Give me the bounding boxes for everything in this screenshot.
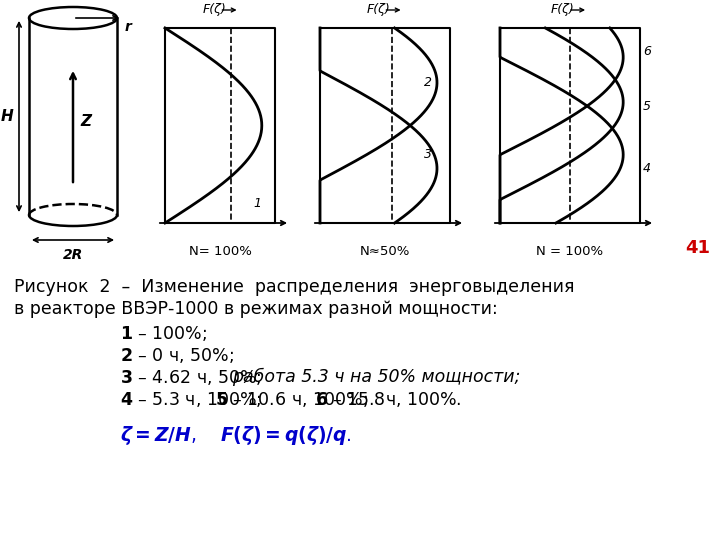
Text: 6: 6: [643, 45, 651, 58]
Text: $\mathbf{5}$ – 10.6 ч, 100%;: $\mathbf{5}$ – 10.6 ч, 100%;: [215, 390, 370, 409]
Text: $\mathbf{2}$ – 0 ч, 50%;: $\mathbf{2}$ – 0 ч, 50%;: [120, 346, 234, 365]
Text: работа 5.3 ч на 50% мощности;: работа 5.3 ч на 50% мощности;: [232, 368, 521, 386]
Text: $\boldsymbol{\zeta = Z/H,}$: $\boldsymbol{\zeta = Z/H,}$: [120, 424, 197, 447]
Text: $\mathbf{3}$ – 4.62 ч, 50%;: $\mathbf{3}$ – 4.62 ч, 50%;: [120, 368, 264, 387]
Text: 41: 41: [685, 239, 710, 257]
Text: N= 100%: N= 100%: [189, 245, 251, 258]
Text: N≈50%: N≈50%: [360, 245, 410, 258]
Text: N = 100%: N = 100%: [536, 245, 603, 258]
Text: Рисунок  2  –  Изменение  распределения  энерговыделения: Рисунок 2 – Изменение распределения энер…: [14, 278, 575, 296]
Text: 1: 1: [253, 197, 261, 210]
Text: 2R: 2R: [63, 248, 83, 262]
Text: Z: Z: [80, 114, 91, 129]
Text: $\mathbf{6}$ – 15.8ч, 100%.: $\mathbf{6}$ – 15.8ч, 100%.: [315, 390, 462, 409]
Text: F(ζ): F(ζ): [202, 3, 226, 17]
Text: 4: 4: [643, 162, 651, 175]
Text: 5: 5: [643, 99, 651, 112]
Text: r: r: [125, 20, 132, 34]
Text: $\mathbf{1}$ – 100%;: $\mathbf{1}$ – 100%;: [120, 324, 207, 343]
Text: 2: 2: [424, 76, 432, 89]
Text: F(ζ): F(ζ): [551, 3, 575, 17]
Text: 3: 3: [424, 148, 432, 161]
Text: H: H: [0, 109, 13, 124]
Text: $\mathbf{4}$ – 5.3 ч, 100%;: $\mathbf{4}$ – 5.3 ч, 100%;: [120, 390, 264, 409]
Text: F(ζ): F(ζ): [366, 3, 390, 17]
Text: $\boldsymbol{F(\zeta) = q(\zeta)/q.}$: $\boldsymbol{F(\zeta) = q(\zeta)/q.}$: [220, 424, 352, 447]
Text: в реакторе ВВЭР-1000 в режимах разной мощности:: в реакторе ВВЭР-1000 в режимах разной мо…: [14, 300, 498, 318]
